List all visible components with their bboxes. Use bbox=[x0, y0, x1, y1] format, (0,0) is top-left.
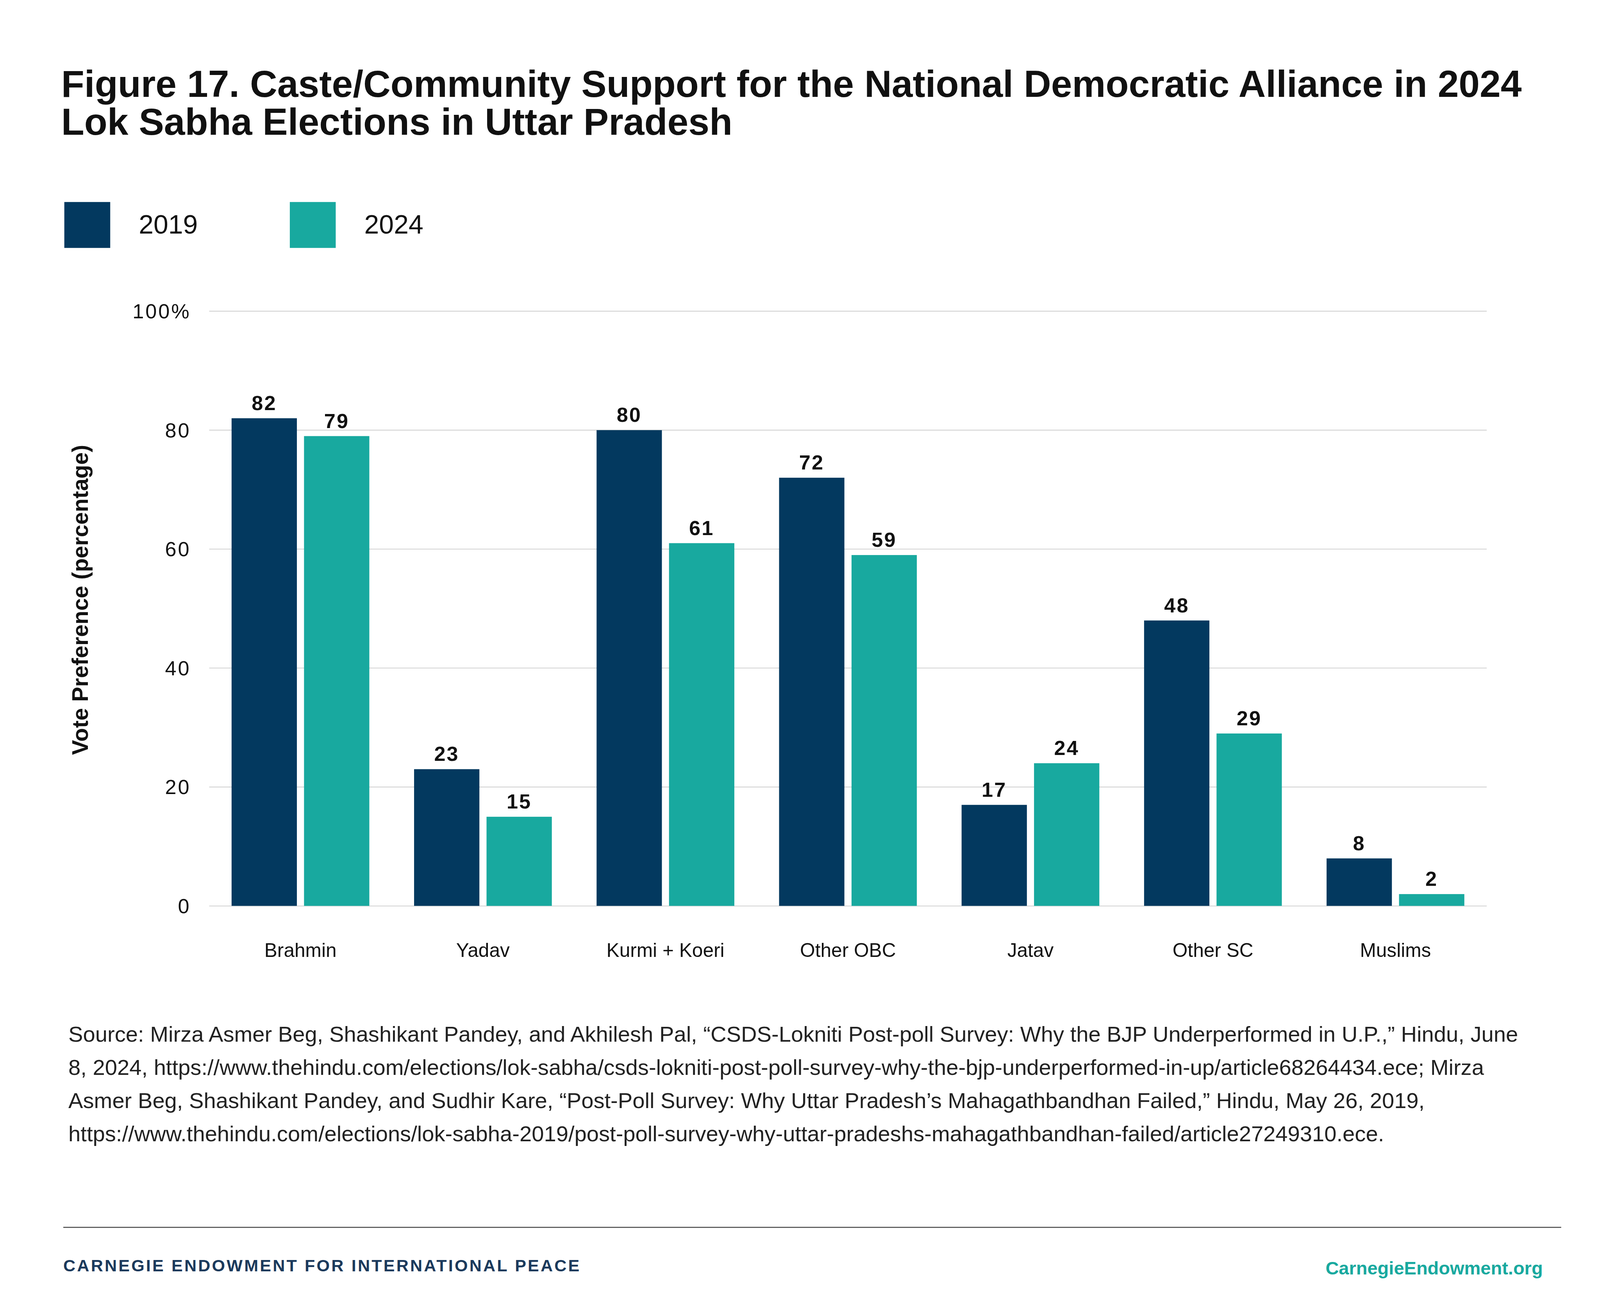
bar bbox=[1326, 858, 1392, 907]
data-label: 80 bbox=[616, 403, 642, 427]
bar bbox=[486, 816, 552, 906]
grid-line bbox=[209, 786, 1487, 788]
data-label: 23 bbox=[433, 742, 459, 766]
grid-line bbox=[209, 310, 1487, 312]
legend-swatch bbox=[64, 201, 111, 249]
publisher: CARNEGIE ENDOWMENT FOR INTERNATIONAL PEA… bbox=[63, 1256, 582, 1275]
source-line: https://www.thehindu.com/elections/lok-s… bbox=[68, 1121, 1384, 1147]
bar bbox=[1399, 894, 1465, 906]
data-label: 8 bbox=[1353, 832, 1366, 855]
bar bbox=[231, 418, 297, 907]
grid-line bbox=[209, 905, 1487, 907]
legend-label: 2019 bbox=[138, 209, 198, 240]
legend-label: 2024 bbox=[364, 209, 424, 240]
data-label: 29 bbox=[1236, 707, 1262, 730]
bar bbox=[961, 805, 1027, 907]
bar bbox=[851, 555, 917, 907]
title: Figure 17. Caste/Community Support for t… bbox=[61, 62, 1522, 143]
bar bbox=[1033, 763, 1100, 906]
data-label: 15 bbox=[506, 790, 532, 813]
x-tick-label: Other OBC bbox=[800, 939, 896, 962]
y-tick-label: 80 bbox=[165, 419, 192, 442]
data-label: 82 bbox=[251, 391, 277, 415]
website: CarnegieEndowment.org bbox=[1325, 1257, 1543, 1279]
bar bbox=[596, 430, 662, 906]
data-label: 48 bbox=[1164, 594, 1190, 617]
grid-line bbox=[209, 667, 1487, 669]
bars bbox=[231, 418, 1465, 907]
y-tick-label: 60 bbox=[165, 537, 192, 561]
x-tick-label: Brahmin bbox=[264, 939, 337, 962]
footer-rule bbox=[63, 1226, 1562, 1229]
title-line: Figure 17. Caste/Community Support for t… bbox=[61, 62, 1522, 105]
y-tick-label: 20 bbox=[165, 775, 192, 799]
bar bbox=[1144, 620, 1210, 907]
bar bbox=[1216, 733, 1282, 907]
bar bbox=[669, 543, 735, 907]
y-tick-label: 100% bbox=[132, 300, 191, 323]
source-line: Source: Mirza Asmer Beg, Shashikant Pand… bbox=[68, 1021, 1518, 1047]
page: {"chart_data": { "type": "bar", "title":… bbox=[0, 0, 1600, 1310]
legend-swatch bbox=[289, 201, 336, 249]
data-label: 72 bbox=[799, 451, 825, 474]
data-label: 24 bbox=[1054, 736, 1080, 760]
source: Source: Mirza Asmer Beg, Shashikant Pand… bbox=[68, 1021, 1518, 1147]
grid-line bbox=[209, 429, 1487, 431]
bar bbox=[414, 769, 480, 906]
grid-line bbox=[209, 548, 1487, 550]
x-tick-label: Jatav bbox=[1007, 939, 1054, 962]
x-tick-label: Muslims bbox=[1359, 939, 1431, 962]
data-label: 59 bbox=[871, 528, 897, 552]
x-tick-label: Yadav bbox=[456, 939, 510, 962]
data-label: 17 bbox=[981, 778, 1007, 802]
x-tick-label: Kurmi + Koeri bbox=[606, 939, 725, 962]
x-tick-label: Other SC bbox=[1172, 939, 1254, 962]
bar bbox=[778, 477, 845, 906]
y-axis-title: Vote Preference (percentage) bbox=[67, 444, 93, 756]
y-tick-label: 40 bbox=[165, 657, 192, 680]
title-line: Lok Sabha Elections in Uttar Pradesh bbox=[61, 100, 733, 143]
bar bbox=[303, 436, 370, 907]
source-line: Asmer Beg, Shashikant Pandey, and Sudhir… bbox=[68, 1088, 1425, 1113]
y-tick-label: 0 bbox=[178, 894, 192, 918]
source-line: 8, 2024, https://www.thehindu.com/electi… bbox=[68, 1055, 1485, 1080]
data-label: 2 bbox=[1425, 867, 1438, 891]
chart: Figure 17. Caste/Community Support for t… bbox=[0, 0, 1600, 1310]
data-label: 61 bbox=[689, 516, 715, 540]
data-label: 79 bbox=[324, 409, 350, 433]
